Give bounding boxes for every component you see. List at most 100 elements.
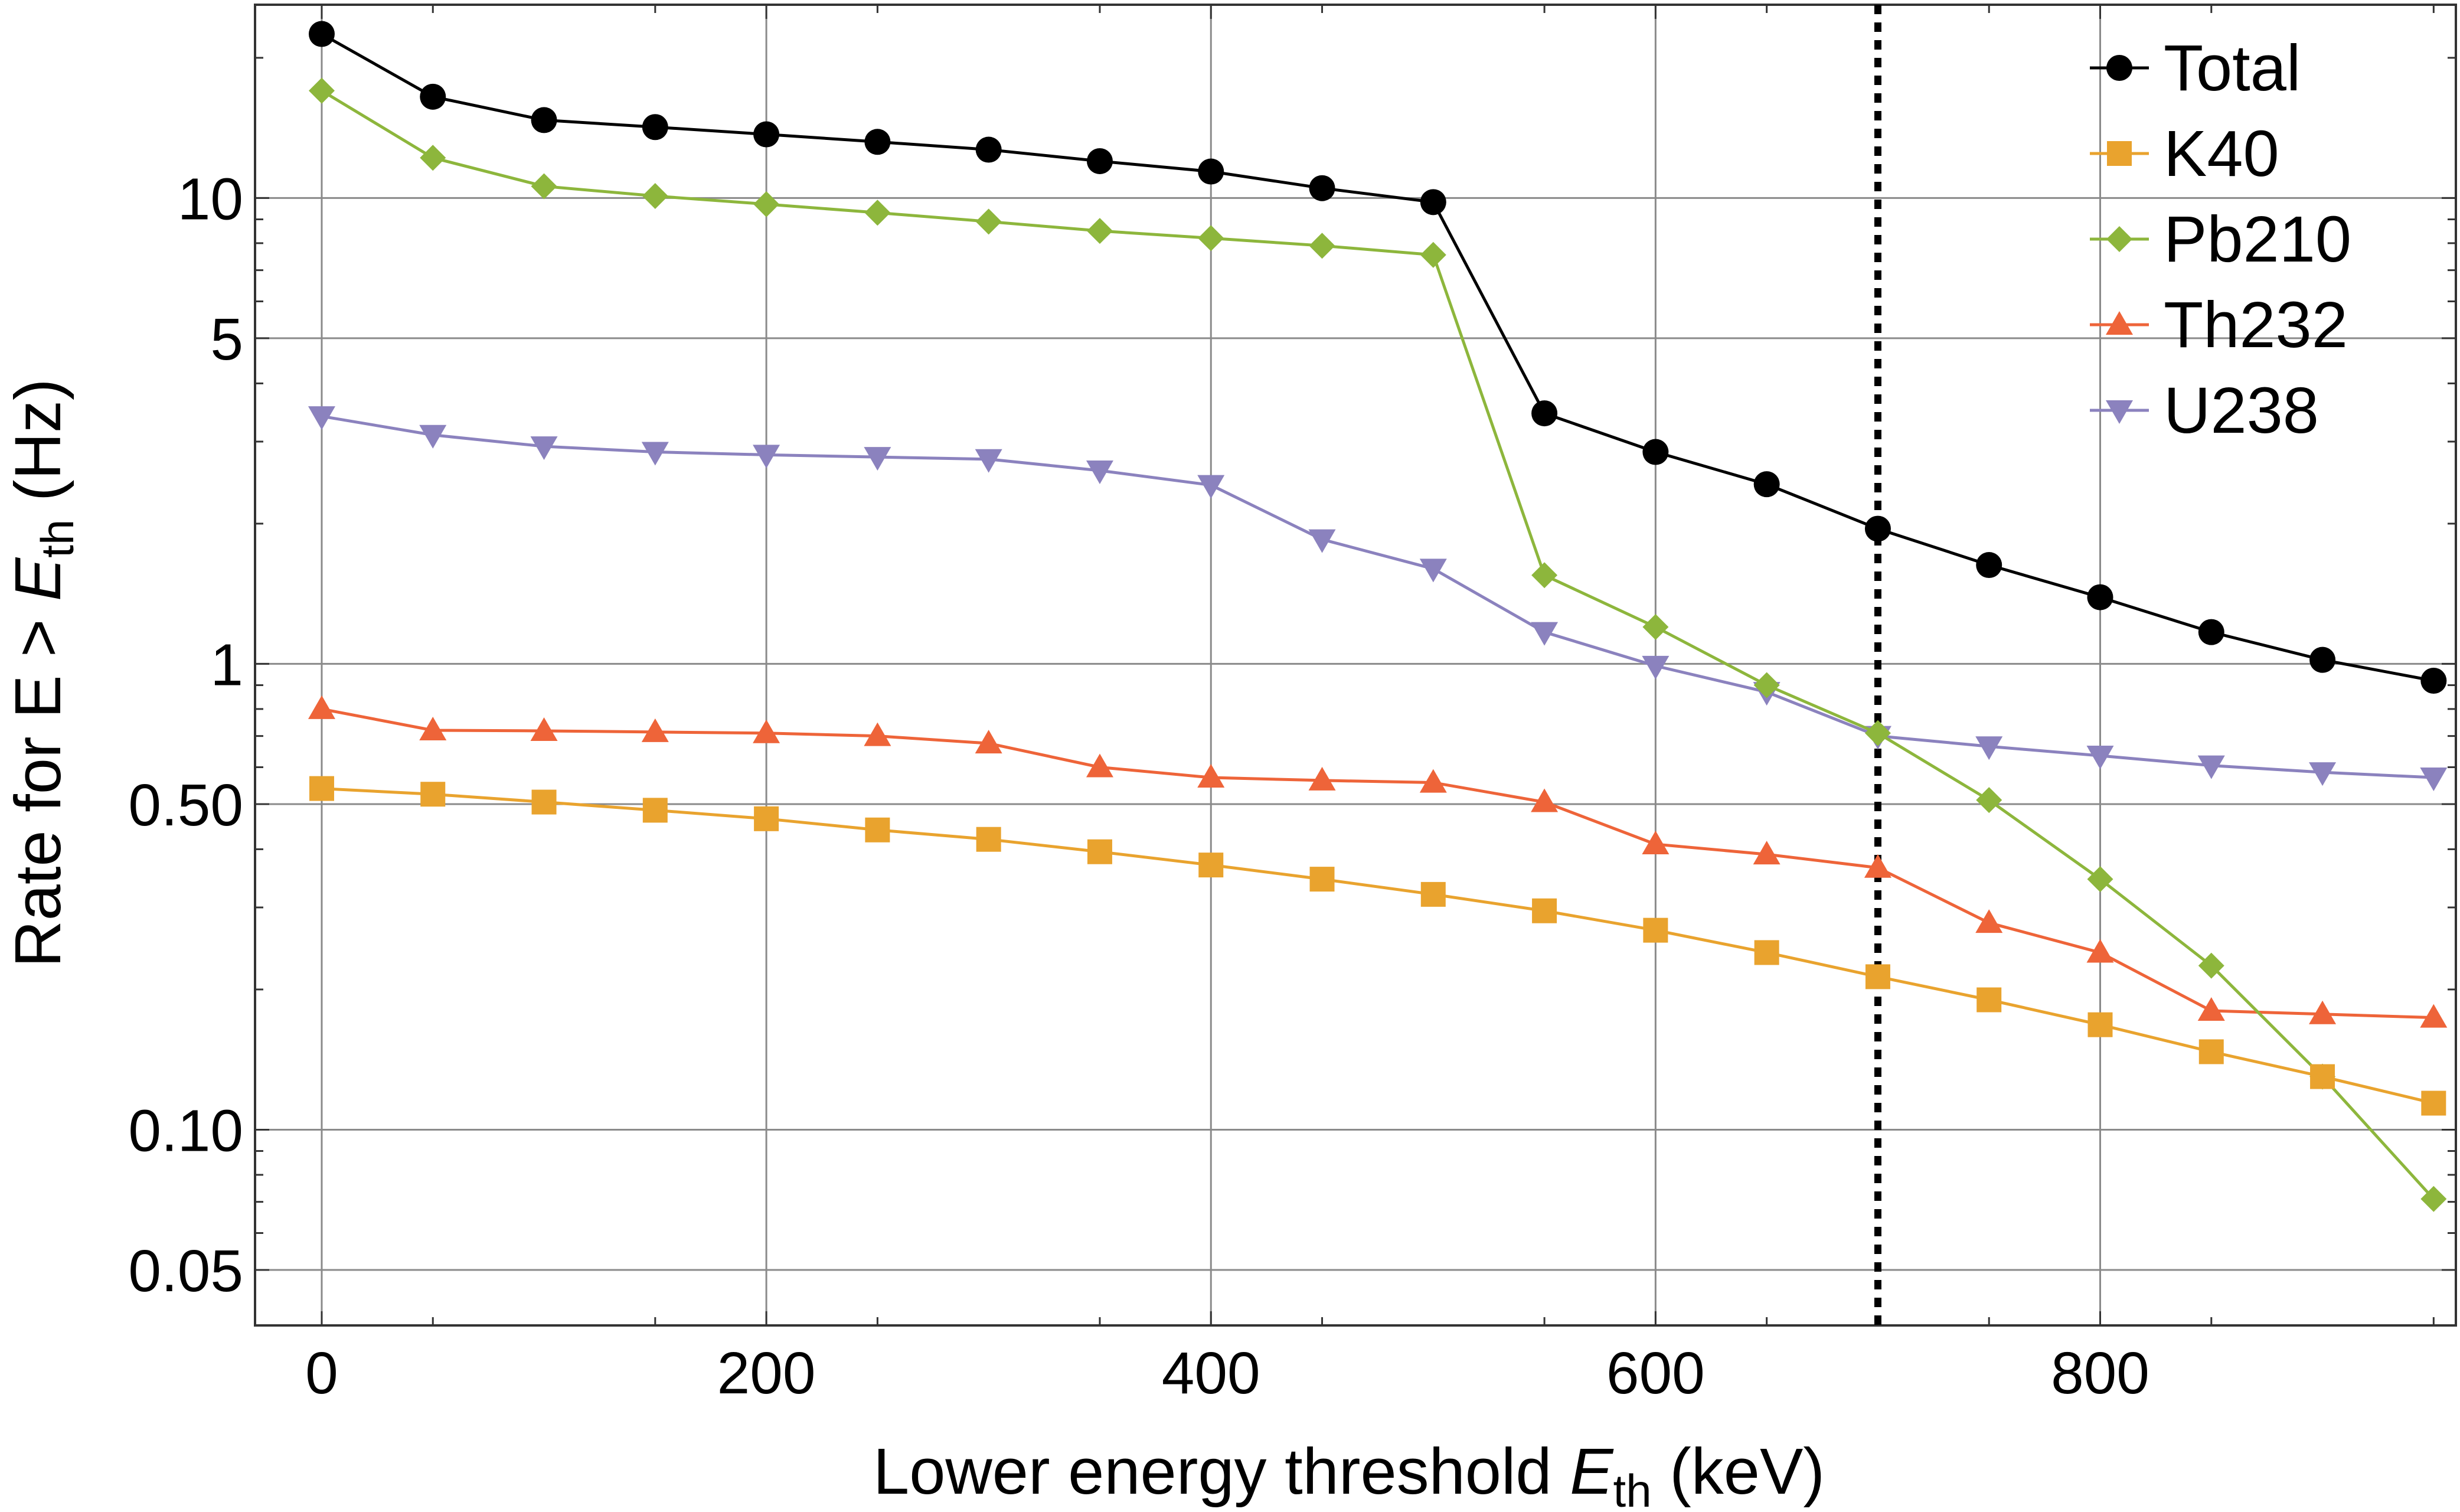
data-point-th232 bbox=[530, 717, 558, 741]
data-point-th232 bbox=[1753, 841, 1781, 865]
data-point-k40 bbox=[531, 789, 557, 815]
legend-swatch-marker bbox=[2106, 55, 2132, 81]
data-point-total bbox=[1976, 552, 2002, 579]
data-point-th232 bbox=[1308, 766, 1336, 791]
data-point-pb210 bbox=[1531, 562, 1558, 589]
series-k40 bbox=[309, 776, 2446, 1116]
y-tick-label: 0.05 bbox=[128, 1238, 243, 1304]
data-point-k40 bbox=[642, 798, 668, 823]
data-point-k40 bbox=[1643, 917, 1668, 943]
legend-item-total: Total bbox=[2090, 32, 2301, 104]
data-point-total bbox=[2198, 619, 2224, 645]
data-point-total bbox=[864, 129, 891, 155]
data-point-total bbox=[2420, 668, 2447, 694]
data-point-pb210 bbox=[1976, 787, 2002, 814]
y-tick-labels: 0.05 0.10 0.50 1 5 10 bbox=[128, 166, 243, 1304]
data-point-total bbox=[308, 21, 335, 47]
legend-swatch-marker bbox=[2106, 226, 2132, 252]
series-u238 bbox=[308, 406, 2448, 792]
data-point-k40 bbox=[2421, 1090, 2446, 1116]
y-tick-label: 0.50 bbox=[128, 772, 243, 838]
data-point-pb210 bbox=[642, 183, 668, 210]
data-point-u238 bbox=[864, 447, 891, 471]
data-point-th232 bbox=[419, 716, 447, 740]
series-pb210 bbox=[308, 77, 2447, 1212]
data-point-k40 bbox=[420, 782, 446, 807]
data-point-th232 bbox=[1864, 854, 1891, 878]
data-point-k40 bbox=[1309, 867, 1335, 892]
data-point-pb210 bbox=[2420, 1186, 2447, 1212]
x-tick-label: 600 bbox=[1606, 1340, 1705, 1406]
series bbox=[308, 21, 2448, 1212]
data-point-u238 bbox=[2420, 768, 2448, 792]
legend-label: Th232 bbox=[2164, 289, 2348, 361]
data-point-u238 bbox=[1197, 475, 1225, 499]
data-point-k40 bbox=[2198, 1039, 2224, 1064]
data-point-pb210 bbox=[2198, 952, 2224, 979]
series-line-k40 bbox=[321, 787, 2434, 1105]
y-tick-label: 10 bbox=[178, 166, 243, 232]
x-tick-label: 400 bbox=[1162, 1340, 1260, 1406]
data-point-u238 bbox=[2086, 746, 2114, 770]
data-point-pb210 bbox=[1198, 225, 1224, 252]
data-point-u238 bbox=[1419, 559, 1447, 583]
data-point-u238 bbox=[1642, 655, 1670, 680]
data-point-th232 bbox=[753, 719, 780, 743]
data-point-th232 bbox=[2197, 997, 2225, 1021]
x-axis-title: Lower energy threshold Eth (keV) bbox=[873, 1435, 1825, 1512]
grid bbox=[255, 5, 2456, 1325]
data-point-total bbox=[1086, 148, 1113, 174]
data-point-u238 bbox=[1086, 461, 1113, 485]
data-point-th232 bbox=[1531, 788, 1559, 812]
data-point-pb210 bbox=[864, 200, 891, 226]
data-point-th232 bbox=[2420, 1004, 2448, 1028]
y-axis-title: Rate for E > Eth (Hz) bbox=[2, 378, 83, 967]
data-point-k40 bbox=[1420, 881, 1446, 907]
data-point-u238 bbox=[2197, 755, 2225, 779]
data-point-k40 bbox=[1532, 898, 1557, 923]
data-point-u238 bbox=[1531, 622, 1559, 646]
data-point-total bbox=[1531, 400, 1558, 427]
data-point-u238 bbox=[753, 445, 780, 469]
data-point-total bbox=[531, 107, 557, 133]
data-point-total bbox=[2087, 584, 2113, 610]
legend-label: K40 bbox=[2164, 117, 2279, 190]
data-point-total bbox=[420, 83, 446, 110]
data-point-th232 bbox=[1197, 764, 1225, 788]
legend-label: Pb210 bbox=[2164, 203, 2351, 276]
data-point-k40 bbox=[1977, 987, 2002, 1013]
data-point-th232 bbox=[975, 730, 1002, 754]
legend-swatch-marker bbox=[2107, 141, 2132, 166]
data-point-pb210 bbox=[308, 77, 335, 104]
data-point-total bbox=[975, 136, 1002, 163]
data-point-total bbox=[1642, 439, 1669, 465]
legend-item-pb210: Pb210 bbox=[2090, 203, 2351, 276]
series-line-u238 bbox=[321, 414, 2434, 779]
plot-frame bbox=[254, 4, 2457, 1327]
data-point-total bbox=[1198, 158, 1224, 185]
series-line-pb210 bbox=[321, 89, 2435, 1200]
data-point-k40 bbox=[309, 776, 334, 801]
legend-item-th232: Th232 bbox=[2090, 289, 2348, 361]
data-point-total bbox=[2309, 646, 2336, 673]
series-total bbox=[308, 21, 2447, 694]
data-point-u238 bbox=[1975, 736, 2003, 760]
data-point-th232 bbox=[864, 722, 891, 746]
legend-item-k40: K40 bbox=[2090, 117, 2279, 190]
data-point-total bbox=[1864, 515, 1891, 542]
x-tick-label: 800 bbox=[2051, 1340, 2149, 1406]
data-point-pb210 bbox=[2087, 866, 2113, 893]
data-point-total bbox=[642, 114, 668, 141]
data-point-k40 bbox=[1198, 853, 1224, 878]
data-point-pb210 bbox=[1753, 672, 1780, 698]
data-point-k40 bbox=[2087, 1012, 2113, 1037]
data-point-pb210 bbox=[1420, 241, 1446, 268]
data-point-u238 bbox=[530, 436, 558, 461]
data-point-pb210 bbox=[753, 191, 780, 217]
data-point-th232 bbox=[2086, 939, 2114, 963]
y-tick-label: 0.10 bbox=[128, 1098, 243, 1164]
data-point-th232 bbox=[1419, 769, 1447, 793]
data-point-k40 bbox=[865, 817, 890, 842]
axis-ticks bbox=[255, 5, 2456, 1325]
